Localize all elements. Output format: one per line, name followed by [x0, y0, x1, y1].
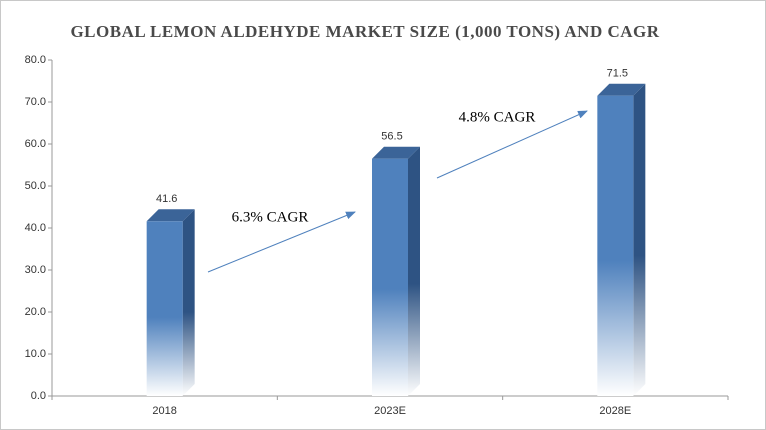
x-tick-label: 2023E [374, 405, 406, 417]
y-tick-label: 30.0 [25, 264, 46, 276]
bar-top [146, 209, 195, 222]
y-tick-label: 10.0 [25, 348, 46, 360]
data-label: 56.5 [381, 131, 402, 143]
bar [372, 158, 408, 396]
x-tick-label: 2018 [152, 405, 176, 417]
y-tick-label: 0.0 [31, 390, 46, 402]
data-label: 41.6 [156, 193, 177, 205]
annotation: 4.8% CAGR [459, 109, 536, 125]
y-tick-label: 80.0 [25, 54, 46, 66]
bar-top [372, 146, 420, 159]
bar-side [182, 209, 195, 396]
bar-top [597, 83, 646, 96]
data-label: 71.5 [607, 68, 628, 80]
annotation: 6.3% CAGR [232, 209, 309, 225]
bar [146, 221, 183, 396]
cagr-arrow [436, 110, 588, 179]
bar-side [408, 146, 420, 396]
cagr-arrow [207, 211, 356, 273]
y-tick-label: 50.0 [25, 180, 46, 192]
x-tick-label: 2028E [599, 405, 631, 417]
y-tick-label: 20.0 [25, 306, 46, 318]
chart-title: GLOBAL LEMON ALDEHYDE MARKET SIZE (1,000… [70, 22, 659, 41]
y-tick-label: 40.0 [25, 222, 46, 234]
bar [597, 95, 634, 396]
y-tick-label: 70.0 [25, 96, 46, 108]
bar-side [633, 83, 646, 396]
y-tick-label: 60.0 [25, 138, 46, 150]
